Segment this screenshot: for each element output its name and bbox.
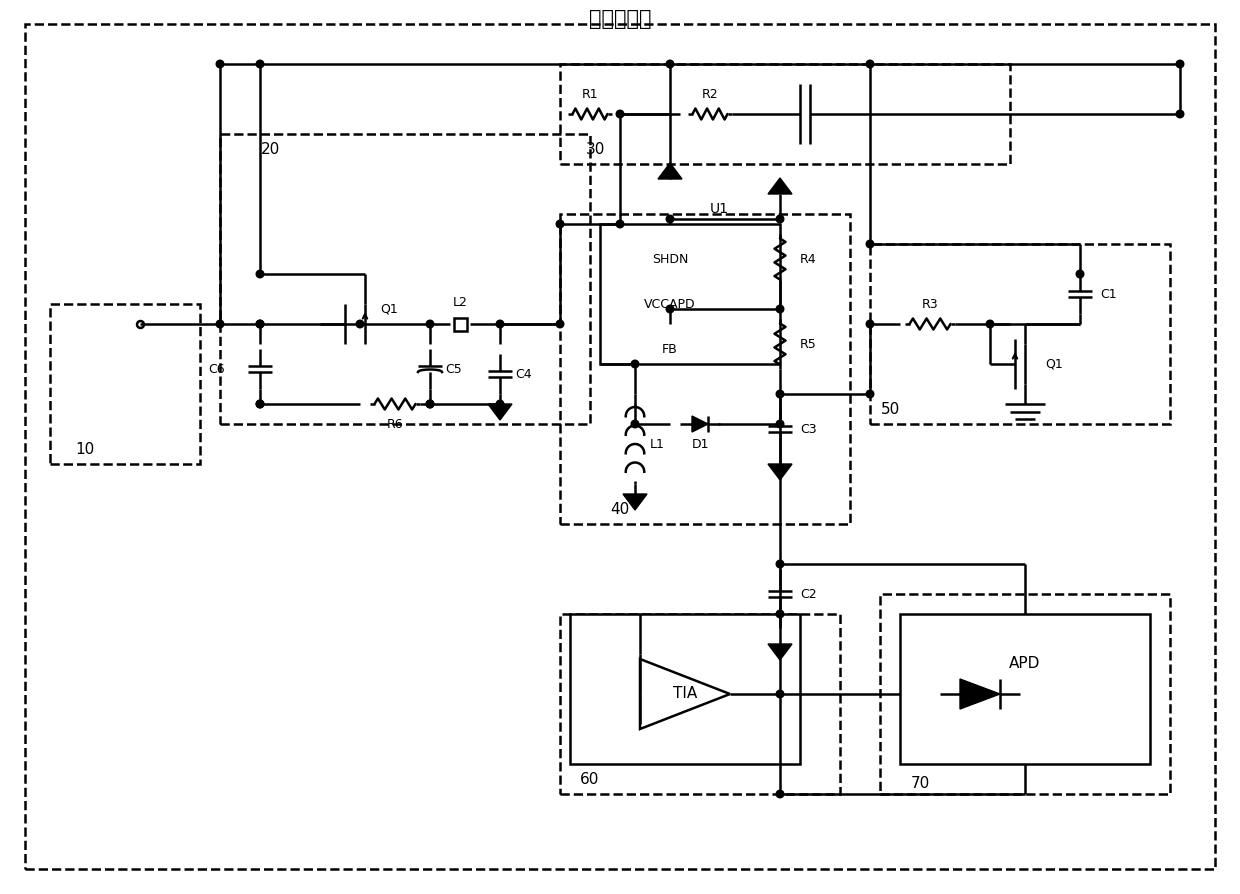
Text: C1: C1 bbox=[1100, 288, 1117, 300]
Circle shape bbox=[216, 320, 223, 328]
Circle shape bbox=[631, 360, 639, 367]
Circle shape bbox=[776, 215, 784, 223]
Text: R6: R6 bbox=[387, 417, 403, 431]
Text: C4: C4 bbox=[515, 367, 532, 381]
Polygon shape bbox=[768, 178, 792, 194]
Text: R3: R3 bbox=[921, 298, 939, 310]
Bar bbox=[880, 594, 1171, 794]
Text: 60: 60 bbox=[580, 772, 600, 787]
Text: Q1: Q1 bbox=[379, 302, 398, 316]
Circle shape bbox=[257, 401, 264, 408]
Text: 30: 30 bbox=[585, 141, 605, 156]
Text: SHDN: SHDN bbox=[652, 252, 688, 266]
Text: Q1: Q1 bbox=[1045, 358, 1063, 370]
Circle shape bbox=[557, 220, 564, 228]
Circle shape bbox=[427, 320, 434, 328]
Circle shape bbox=[427, 401, 434, 408]
Bar bbox=[560, 214, 849, 524]
Circle shape bbox=[776, 420, 784, 428]
Bar bbox=[870, 244, 1171, 424]
Bar bbox=[570, 614, 800, 764]
Circle shape bbox=[867, 240, 874, 248]
Bar bbox=[600, 224, 780, 364]
Circle shape bbox=[867, 390, 874, 398]
Text: VCCAPD: VCCAPD bbox=[645, 298, 696, 310]
Bar bbox=[454, 317, 466, 331]
Circle shape bbox=[616, 220, 624, 228]
Text: L2: L2 bbox=[453, 296, 467, 308]
Polygon shape bbox=[658, 163, 682, 179]
Text: C5: C5 bbox=[445, 362, 461, 375]
Circle shape bbox=[257, 401, 264, 408]
Circle shape bbox=[257, 320, 264, 328]
Polygon shape bbox=[960, 679, 999, 709]
Circle shape bbox=[216, 60, 223, 68]
Polygon shape bbox=[768, 464, 792, 480]
Circle shape bbox=[666, 305, 673, 313]
Circle shape bbox=[356, 320, 363, 328]
Polygon shape bbox=[622, 494, 647, 510]
Circle shape bbox=[776, 390, 784, 398]
Text: C2: C2 bbox=[800, 587, 817, 601]
Circle shape bbox=[776, 561, 784, 568]
Bar bbox=[560, 64, 1011, 164]
Text: R2: R2 bbox=[702, 88, 718, 100]
Circle shape bbox=[776, 790, 784, 797]
Text: C6: C6 bbox=[208, 362, 224, 375]
Text: U1: U1 bbox=[711, 202, 729, 216]
Circle shape bbox=[867, 60, 874, 68]
Circle shape bbox=[666, 215, 673, 223]
Circle shape bbox=[616, 110, 624, 118]
Text: 40: 40 bbox=[610, 502, 630, 517]
Text: R4: R4 bbox=[800, 252, 817, 266]
Text: 20: 20 bbox=[260, 141, 280, 156]
Text: 光模块电路: 光模块电路 bbox=[589, 9, 651, 29]
Polygon shape bbox=[489, 404, 512, 420]
Circle shape bbox=[1177, 110, 1184, 118]
Text: 50: 50 bbox=[880, 401, 900, 417]
Circle shape bbox=[257, 270, 264, 278]
Text: D1: D1 bbox=[691, 437, 709, 451]
Text: C3: C3 bbox=[800, 423, 817, 435]
Text: TIA: TIA bbox=[673, 687, 697, 702]
Text: L1: L1 bbox=[650, 437, 665, 451]
Circle shape bbox=[427, 401, 434, 408]
Circle shape bbox=[557, 320, 564, 328]
Bar bbox=[560, 614, 839, 794]
Text: R1: R1 bbox=[582, 88, 599, 100]
Circle shape bbox=[257, 60, 264, 68]
Circle shape bbox=[666, 60, 673, 68]
Bar bbox=[219, 134, 590, 424]
Circle shape bbox=[1076, 270, 1084, 278]
Circle shape bbox=[776, 305, 784, 313]
Circle shape bbox=[986, 320, 993, 328]
Polygon shape bbox=[692, 416, 708, 432]
Circle shape bbox=[257, 320, 264, 328]
Polygon shape bbox=[768, 644, 792, 660]
Text: R5: R5 bbox=[800, 338, 817, 350]
Circle shape bbox=[496, 401, 503, 408]
Circle shape bbox=[496, 320, 503, 328]
Circle shape bbox=[776, 611, 784, 618]
Circle shape bbox=[1177, 60, 1184, 68]
Circle shape bbox=[776, 690, 784, 698]
Bar bbox=[900, 614, 1149, 764]
Text: 70: 70 bbox=[910, 777, 930, 791]
Circle shape bbox=[867, 320, 874, 328]
Text: FB: FB bbox=[662, 342, 678, 356]
Bar bbox=[50, 304, 200, 464]
Text: 10: 10 bbox=[76, 442, 94, 457]
Text: APD: APD bbox=[1009, 656, 1040, 671]
Circle shape bbox=[631, 420, 639, 428]
